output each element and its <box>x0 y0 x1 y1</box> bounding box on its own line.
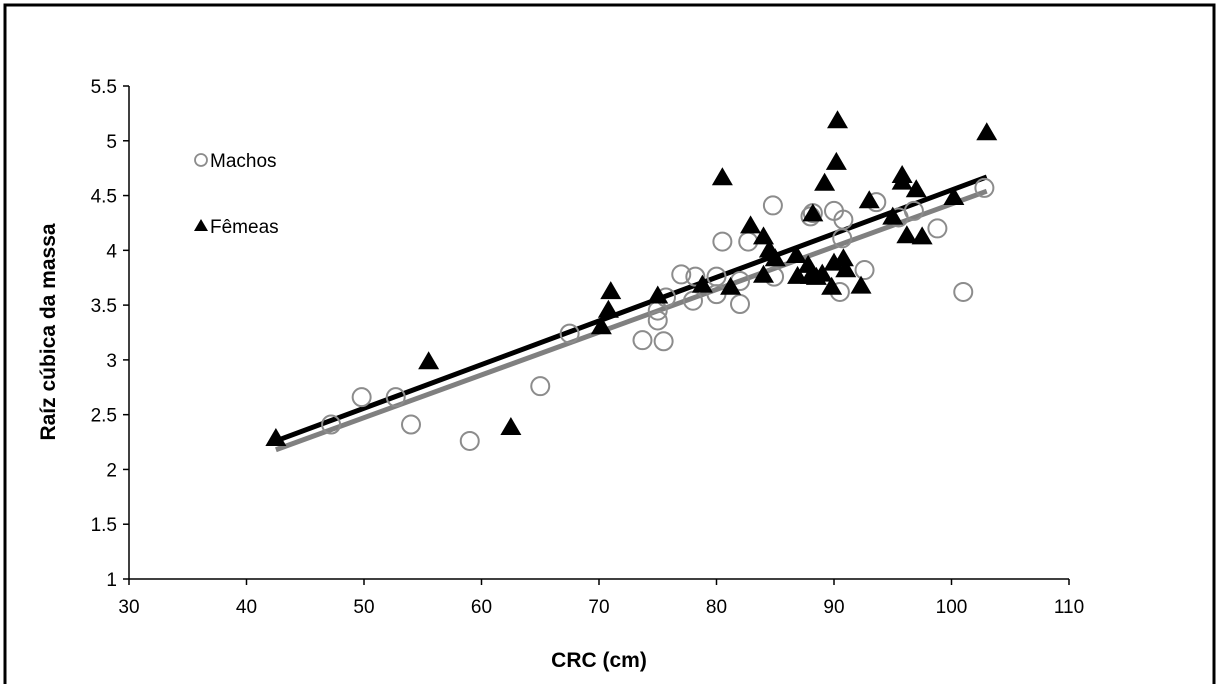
point-femeas <box>858 190 880 209</box>
point-femeas <box>500 417 522 436</box>
point-femeas <box>891 171 913 190</box>
point-femeas <box>802 203 824 222</box>
point-machos <box>854 260 875 281</box>
point-femeas <box>753 264 774 283</box>
point-machos <box>927 218 948 239</box>
point-machos <box>401 414 421 435</box>
point-femeas <box>850 275 872 294</box>
point-femeas <box>691 274 713 293</box>
point-femeas <box>825 151 847 170</box>
legend-marker-machos <box>194 153 208 167</box>
chart-border <box>3 3 1216 684</box>
point-femeas <box>720 276 742 295</box>
y-tick-label: 5 <box>106 132 117 153</box>
x-tick-label: 40 <box>236 597 257 618</box>
point-machos <box>459 430 480 451</box>
point-femeas <box>814 172 836 191</box>
point-femeas <box>896 225 918 244</box>
point-femeas <box>943 186 965 205</box>
point-machos <box>559 323 580 344</box>
point-machos <box>685 266 706 287</box>
point-femeas <box>600 281 622 300</box>
data-marks <box>265 110 998 451</box>
point-femeas <box>827 110 849 129</box>
x-tick-label: 110 <box>1054 597 1084 618</box>
y-tick-label: 2.5 <box>91 406 117 427</box>
x-tick-label: 70 <box>588 597 609 618</box>
point-machos <box>632 330 653 351</box>
point-machos <box>974 177 995 198</box>
y-ticks: 1 1.5 2 2.5 3 3.5 4 4.5 5 5.5 <box>91 77 129 591</box>
point-femeas <box>785 245 807 264</box>
point-machos <box>530 376 551 397</box>
point-femeas <box>590 316 612 335</box>
point-femeas <box>764 248 786 267</box>
point-machos <box>385 387 406 408</box>
y-tick-label: 5.5 <box>91 77 117 98</box>
y-axis-label: Raíz cúbica da massa <box>37 223 60 440</box>
point-machos <box>712 231 733 252</box>
trend-line-femeas <box>275 174 988 444</box>
legend: Machos Fêmeas <box>194 151 279 238</box>
point-femeas <box>597 299 619 318</box>
x-tick-label: 60 <box>471 597 492 618</box>
point-machos <box>653 331 674 352</box>
point-femeas <box>835 259 857 278</box>
point-machos <box>730 294 750 315</box>
y-tick-label: 3.5 <box>91 296 117 317</box>
point-femeas <box>797 254 819 273</box>
point-machos <box>953 281 974 302</box>
legend-label-machos: Machos <box>210 151 277 172</box>
point-femeas <box>740 215 762 234</box>
point-machos <box>647 310 668 331</box>
y-tick-label: 4.5 <box>91 187 117 208</box>
point-femeas <box>753 226 774 245</box>
point-femeas <box>711 167 733 186</box>
legend-label-femeas: Fêmeas <box>210 217 279 238</box>
point-machos <box>762 195 783 216</box>
x-tick-label: 80 <box>706 597 727 618</box>
y-tick-label: 2 <box>106 460 117 481</box>
point-femeas <box>882 206 904 225</box>
point-machos <box>351 387 372 408</box>
point-femeas <box>418 351 440 370</box>
y-tick-label: 4 <box>106 241 117 262</box>
x-axis-label: CRC (cm) <box>551 649 647 672</box>
point-machos <box>903 200 924 221</box>
point-femeas <box>911 226 933 245</box>
point-femeas <box>821 276 843 295</box>
point-femeas <box>905 179 927 198</box>
y-tick-label: 1.5 <box>91 515 117 536</box>
x-tick-label: 90 <box>823 597 844 618</box>
y-tick-label: 3 <box>106 351 117 372</box>
point-femeas <box>832 248 854 267</box>
x-tick-label: 50 <box>353 597 374 618</box>
point-femeas <box>647 285 669 304</box>
point-machos <box>833 209 854 230</box>
x-ticks: 30 40 50 60 70 80 90 100 110 <box>118 579 1084 618</box>
point-femeas <box>976 122 998 141</box>
point-femeas <box>811 263 833 282</box>
point-femeas <box>265 427 287 446</box>
y-tick-label: 1 <box>106 570 117 591</box>
point-machos <box>321 414 342 435</box>
x-tick-label: 30 <box>118 597 139 618</box>
x-tick-label: 100 <box>936 597 968 618</box>
plot-area: 1 1.5 2 2.5 3 3.5 4 4.5 5 5.5 30 40 50 60 70 80 90 100 11… <box>91 77 1085 618</box>
legend-marker-femeas <box>194 219 208 231</box>
point-machos <box>671 264 692 285</box>
